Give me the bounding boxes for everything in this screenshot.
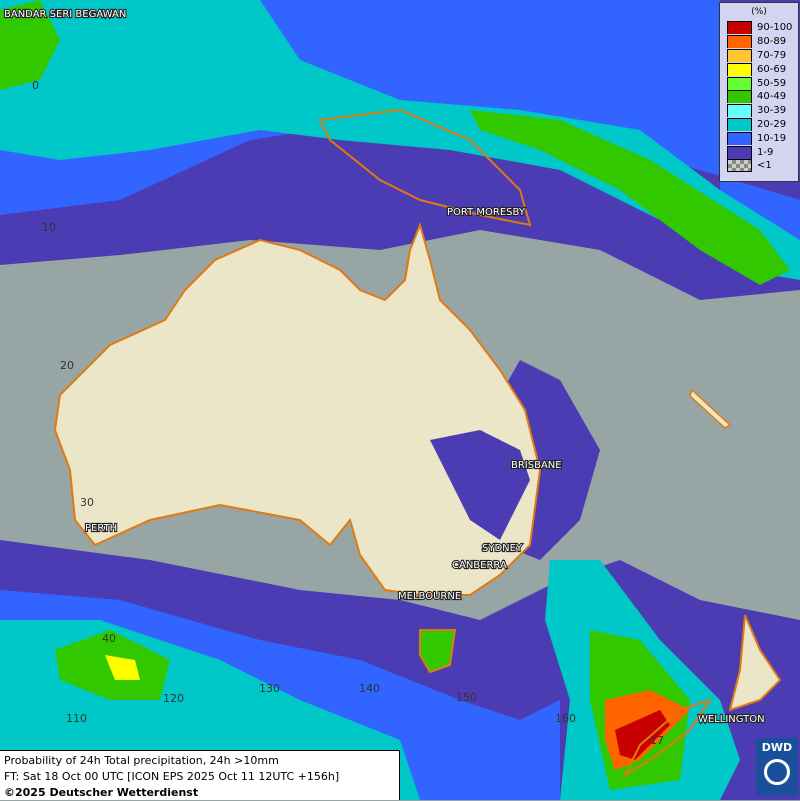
legend-label: 50-59	[757, 77, 787, 89]
legend-item: 30-39	[720, 104, 798, 118]
caption-title: Probability of 24h Total precipitation, …	[4, 754, 279, 767]
nz-north-island	[728, 614, 782, 712]
grid-lon-160: 160	[555, 712, 576, 725]
dwd-logo: DWD	[756, 738, 798, 796]
grid-lat-0: 0	[32, 79, 39, 92]
legend-label: 1-9	[757, 146, 774, 158]
caption-forecast-time: FT: Sat 18 Oct 00 UTC [ICON EPS 2025 Oct…	[4, 770, 340, 783]
precip-green-borneo	[0, 0, 60, 90]
city-melbourne: MELBOURNE	[398, 591, 461, 602]
legend-swatch	[727, 62, 752, 76]
new-caledonia	[689, 388, 732, 429]
legend-item: 80-89	[720, 35, 798, 49]
legend-label: 30-39	[757, 105, 787, 117]
grid-lon-110: 110	[66, 712, 87, 725]
legend-swatch	[727, 131, 752, 145]
legend-item: 10-19	[720, 131, 798, 145]
grid-lon-130: 130	[259, 682, 280, 695]
dwd-logo-text: DWD	[761, 741, 793, 754]
legend-label: 90-100	[757, 22, 793, 34]
legend-label: 10-19	[757, 132, 787, 144]
dwd-spiral-icon	[764, 759, 790, 785]
precip-green-png	[470, 110, 790, 285]
legend-item: 60-69	[720, 62, 798, 76]
legend: (%) 90-100 80-89 70-79 60-69 50-59 40-49 30-39…	[719, 2, 799, 182]
png-land	[318, 108, 532, 227]
city-canberra: CANBERRA	[452, 560, 507, 571]
legend-label: <1	[757, 160, 772, 172]
legend-item: 90-100	[720, 21, 798, 35]
legend-swatch	[727, 90, 752, 104]
city-wellington: WELLINGTON	[698, 714, 765, 725]
legend-swatch	[727, 145, 752, 159]
legend-label: 20-29	[757, 118, 787, 130]
city-brisbane: BRISBANE	[511, 460, 562, 471]
grid-lat-20: 20	[60, 359, 74, 372]
legend-unit: (%)	[751, 7, 767, 17]
legend-swatch	[727, 35, 752, 49]
precip-tasman-red	[615, 710, 670, 760]
grid-lon-170: 17	[650, 734, 664, 747]
grid-lon-140: 140	[359, 682, 380, 695]
grid-lon-150: 150	[456, 691, 477, 704]
caption: Probability of 24h Total precipitation, …	[0, 750, 400, 800]
city-bandar-seri-begawan: BANDAR SERI BEGAWAN	[4, 9, 126, 20]
grid-lat-10: 10	[42, 221, 56, 234]
legend-item: 50-59	[720, 76, 798, 90]
australia-land	[53, 221, 542, 596]
legend-swatch	[727, 76, 752, 90]
legend-item: 1-9	[720, 145, 798, 159]
grid-lon-120: 120	[163, 692, 184, 705]
city-port-moresby: PORT MORESBY	[447, 207, 526, 218]
legend-label: 70-79	[757, 49, 787, 61]
nz-south-island	[622, 698, 713, 778]
precip-band-tropics-cyan	[0, 0, 800, 280]
grid-lat-40: 40	[102, 632, 116, 645]
precip-yellow-south	[105, 655, 140, 680]
legend-item: <1	[720, 159, 798, 173]
caption-copyright: ©2025 Deutscher Wetterdienst	[4, 786, 199, 799]
legend-item: 40-49	[720, 90, 798, 104]
city-perth: PERTH	[85, 523, 117, 534]
legend-swatch	[727, 117, 752, 131]
city-sydney: SYDNEY	[482, 543, 523, 554]
legend-swatch	[727, 104, 752, 118]
legend-label: 80-89	[757, 36, 787, 48]
legend-label: 40-49	[757, 91, 787, 103]
legend-item: 70-79	[720, 48, 798, 63]
grid-lat-30: 30	[80, 496, 94, 509]
legend-swatch	[727, 21, 752, 35]
australia-precip	[430, 430, 530, 540]
legend-label: 60-69	[757, 63, 787, 75]
legend-item: 20-29	[720, 117, 798, 132]
legend-swatch	[727, 159, 752, 173]
tasmania-land	[419, 629, 457, 674]
legend-swatch	[727, 48, 752, 62]
